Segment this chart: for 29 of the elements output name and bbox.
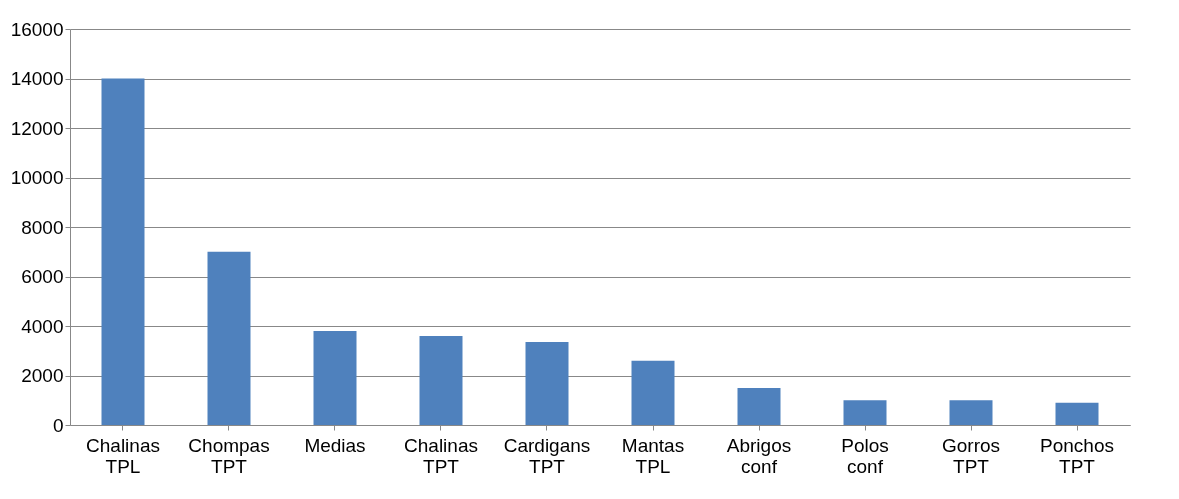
bar [737, 387, 781, 425]
x-tick-label: Polos conf [841, 434, 889, 477]
x-tick-label: Abrigos conf [726, 434, 792, 477]
bar [313, 330, 357, 425]
y-tick-label: 10000 [10, 167, 64, 188]
bar [949, 400, 993, 425]
x-tick-label: Chalinas TPL [86, 434, 160, 477]
y-tick-label: 16000 [10, 18, 64, 40]
bar [101, 78, 145, 425]
y-tick-label: 4000 [21, 315, 64, 337]
bar [1055, 402, 1099, 425]
x-tick-label: Ponchos TPT [1040, 434, 1114, 477]
x-tick-label: Medias [304, 434, 366, 456]
y-tick-label: 6000 [21, 266, 64, 287]
x-tick-label: Cardigans TPT [503, 434, 591, 477]
x-tick-label: Mantas TPL [621, 434, 685, 477]
x-tick-label: Gorros TPT [941, 434, 1001, 477]
bar [525, 342, 569, 425]
y-tick-label: 2000 [21, 365, 64, 386]
y-tick-label: 8000 [21, 216, 64, 238]
bar [419, 335, 463, 425]
x-tick-label: Chompas TPT [188, 434, 270, 477]
bar [207, 251, 251, 425]
y-tick-label: 14000 [10, 68, 64, 89]
y-tick-label: 12000 [10, 117, 64, 139]
bar [631, 360, 675, 425]
bar [843, 400, 887, 425]
x-tick-label: Chalinas TPT [404, 434, 478, 477]
y-tick-label: 0 [52, 414, 64, 436]
